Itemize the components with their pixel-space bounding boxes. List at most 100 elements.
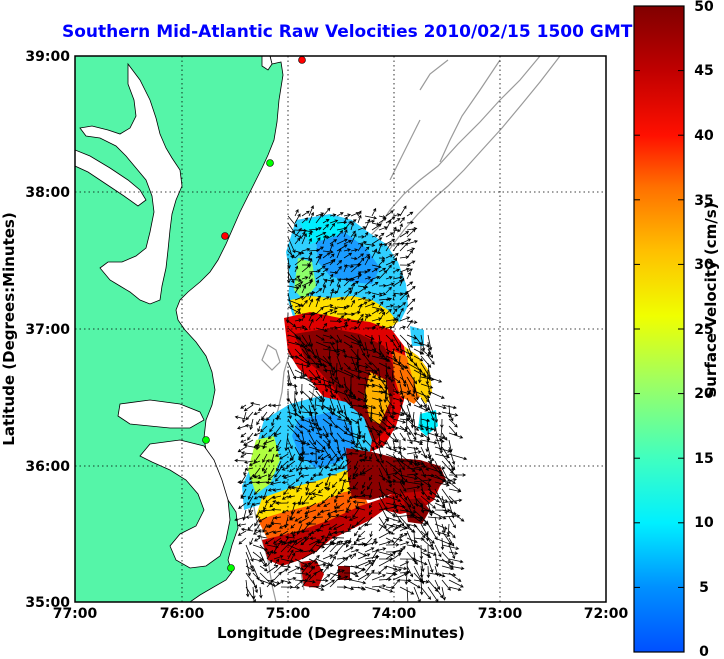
velocity-arrow <box>308 237 312 245</box>
velocity-arrow <box>427 453 433 465</box>
velocity-arrow <box>315 295 322 301</box>
velocity-arrow <box>441 477 458 483</box>
velocity-arrow <box>322 311 328 322</box>
velocity-arrow <box>261 508 275 513</box>
velocity-arrow <box>244 423 254 428</box>
velocity-arrow <box>273 515 282 520</box>
velocity-arrow <box>343 239 352 245</box>
velocity-arrow <box>323 465 331 470</box>
velocity-arrow <box>334 494 345 499</box>
velocity-vectors <box>234 205 468 602</box>
velocity-arrow <box>371 309 380 315</box>
velocity-arrow <box>448 467 458 479</box>
velocity-arrow <box>287 549 294 560</box>
velocity-arrow <box>262 453 268 463</box>
velocity-arrow <box>427 502 433 517</box>
velocity-arrow <box>281 495 289 500</box>
velocity-arrow <box>399 255 410 260</box>
velocity-arrow <box>406 565 414 578</box>
velocity-arrow <box>252 579 258 594</box>
velocity-arrow <box>287 320 297 328</box>
colorbar <box>633 5 685 653</box>
velocity-arrow <box>350 572 359 578</box>
velocity-arrow <box>392 268 401 273</box>
velocity-arrow <box>378 217 387 224</box>
velocity-arrow <box>296 460 303 472</box>
velocity-arrow <box>426 565 431 579</box>
velocity-arrow <box>371 294 375 301</box>
velocity-arrow <box>357 257 365 266</box>
velocity-arrow <box>315 481 324 488</box>
velocity-arrow <box>364 302 376 308</box>
velocity-arrow <box>266 544 279 549</box>
velocity-arrow <box>315 314 323 322</box>
velocity-arrow <box>378 517 389 532</box>
velocity-arrow <box>343 546 354 553</box>
x-tick-label: 74:00 <box>372 606 417 622</box>
velocity-arrow <box>315 279 320 287</box>
velocity-arrow <box>352 509 359 519</box>
velocity-arrow <box>336 539 348 553</box>
velocity-arrow <box>329 273 334 280</box>
velocity-arrow <box>329 418 338 429</box>
velocity-arrow <box>329 397 336 412</box>
velocity-arrow <box>305 481 310 491</box>
velocity-arrow <box>312 473 324 477</box>
velocity-arrow <box>399 509 417 514</box>
velocity-arrow <box>347 474 352 481</box>
velocity-arrow <box>392 453 405 471</box>
velocity-arrow <box>275 501 289 505</box>
velocity-arrow <box>427 467 443 474</box>
velocity-arrow <box>322 418 333 427</box>
velocity-arrow <box>253 411 261 416</box>
velocity-arrow <box>385 565 398 571</box>
velocity-arrow <box>385 254 394 259</box>
velocity-arrow <box>344 509 352 513</box>
velocity-arrow <box>413 425 425 431</box>
velocity-arrow <box>256 534 268 539</box>
velocity-arrow <box>280 568 289 574</box>
velocity-arrow <box>343 418 350 432</box>
velocity-arrow <box>350 320 361 324</box>
velocity-arrow <box>294 572 310 576</box>
velocity-arrow <box>294 318 303 322</box>
velocity-arrow <box>265 459 275 463</box>
velocity-arrow <box>353 537 359 545</box>
velocity-arrow <box>368 509 373 516</box>
velocity-arrow <box>304 466 317 471</box>
velocity-arrow <box>300 529 310 534</box>
velocity-arrow <box>364 243 376 247</box>
velocity-arrow <box>283 488 289 496</box>
velocity-arrow <box>294 383 299 396</box>
velocity-arrow <box>308 271 313 280</box>
radar-site-marker <box>221 232 229 240</box>
velocity-arrow <box>266 549 274 560</box>
velocity-arrow <box>237 446 247 453</box>
velocity-arrow <box>441 586 446 601</box>
velocity-arrow <box>266 564 279 574</box>
velocity-arrow <box>308 459 317 464</box>
velocity-arrow <box>272 530 282 534</box>
velocity-arrow <box>357 317 364 329</box>
velocity-arrow <box>392 565 408 571</box>
velocity-arrow <box>294 425 304 434</box>
velocity-arrow <box>240 432 247 438</box>
velocity-arrow <box>385 210 394 217</box>
velocity-arrow <box>281 480 289 485</box>
velocity-arrow <box>343 362 351 371</box>
y-tick-label: 39:00 <box>25 49 70 65</box>
velocity-arrow <box>385 341 390 356</box>
pamlico-sound <box>139 439 231 569</box>
velocity-arrow <box>371 207 377 217</box>
velocity-arrow <box>434 530 451 537</box>
velocity-arrow <box>399 217 405 224</box>
velocity-arrow <box>288 467 296 473</box>
velocity-arrow <box>413 523 426 539</box>
velocity-arrow <box>434 481 450 487</box>
velocity-arrow <box>287 215 298 228</box>
velocity-arrow <box>308 205 314 217</box>
velocity-arrow <box>317 453 324 460</box>
velocity-arrow <box>385 551 396 560</box>
velocity-arrow <box>448 544 456 560</box>
colorbar-tick-label: 5 <box>699 580 709 596</box>
